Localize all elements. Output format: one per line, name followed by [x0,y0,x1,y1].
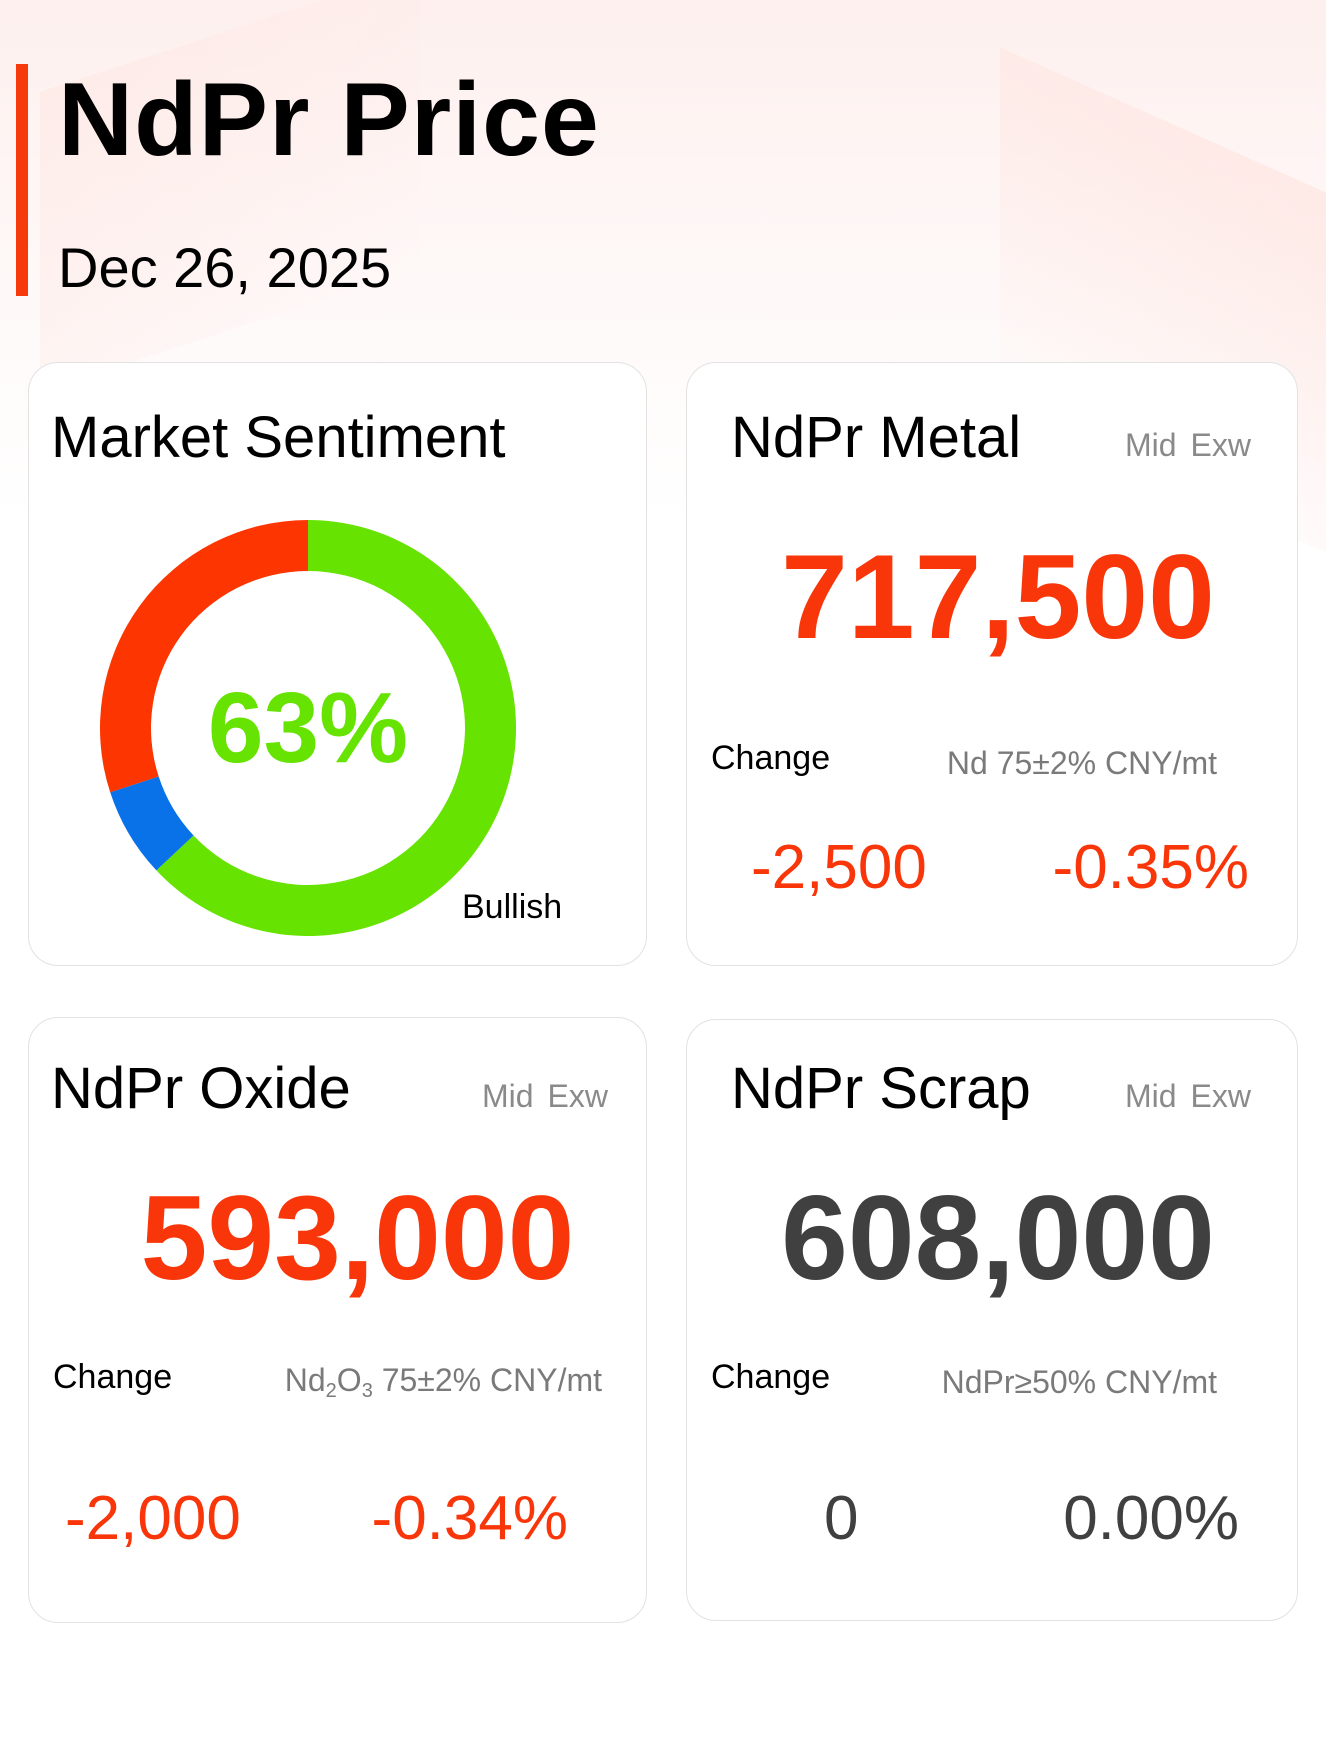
change-absolute: -2,500 [751,833,927,902]
price-tags: Mid Exw [1125,1080,1251,1112]
sentiment-label: Bullish [462,888,563,926]
price-tags: Mid Exw [1125,429,1251,461]
change-absolute: -2,000 [65,1484,241,1553]
page-title: NdPr Price [58,62,600,178]
donut-segment-bearish [99,520,308,793]
ndpr-metal-card[interactable]: NdPr Metal Mid Exw 717,500 Change Nd 75±2… [686,362,1298,966]
mid-tag: Mid [1124,427,1177,463]
exw-tag: Exw [1190,1078,1251,1114]
price-value: 593,000 [140,1171,575,1305]
change-label: Change [711,739,831,777]
mid-tag: Mid [1124,1078,1177,1114]
change-label: Change [53,1358,173,1396]
donut-segment-neutral [110,776,194,871]
card-title: Market Sentiment [51,405,506,470]
card-title: NdPr Metal [731,405,1022,470]
card-title: NdPr Oxide [51,1056,351,1121]
sentiment-donut-chart [98,518,518,938]
page-date: Dec 26, 2025 [58,236,392,299]
spec-text: Nd2O3 75±2% CNY/mt [284,1362,602,1402]
price-value: 608,000 [781,1171,1215,1305]
title-accent-bar [16,64,28,296]
change-percent: -0.34% [371,1484,568,1553]
change-percent: 0.00% [1063,1484,1239,1553]
change-percent: -0.35% [1052,833,1249,902]
sentiment-percent: 63% [207,671,409,784]
exw-tag: Exw [547,1078,608,1114]
donut-segment-bullish [156,520,517,936]
ndpr-oxide-card[interactable]: NdPr Oxide Mid Exw 593,000 Change Nd2O3 7… [28,1017,647,1623]
ndpr-scrap-card[interactable]: NdPr Scrap Mid Exw 608,000 Change NdPr≥50… [686,1019,1298,1621]
spec-text: NdPr≥50% CNY/mt [941,1364,1217,1400]
change-label: Change [711,1358,831,1396]
mid-tag: Mid [481,1078,534,1114]
change-absolute: 0 [824,1484,859,1553]
spec-text: Nd 75±2% CNY/mt [946,745,1217,781]
price-value: 717,500 [781,530,1215,664]
exw-tag: Exw [1190,427,1251,463]
price-tags: Mid Exw [482,1080,608,1112]
card-title: NdPr Scrap [731,1056,1031,1121]
